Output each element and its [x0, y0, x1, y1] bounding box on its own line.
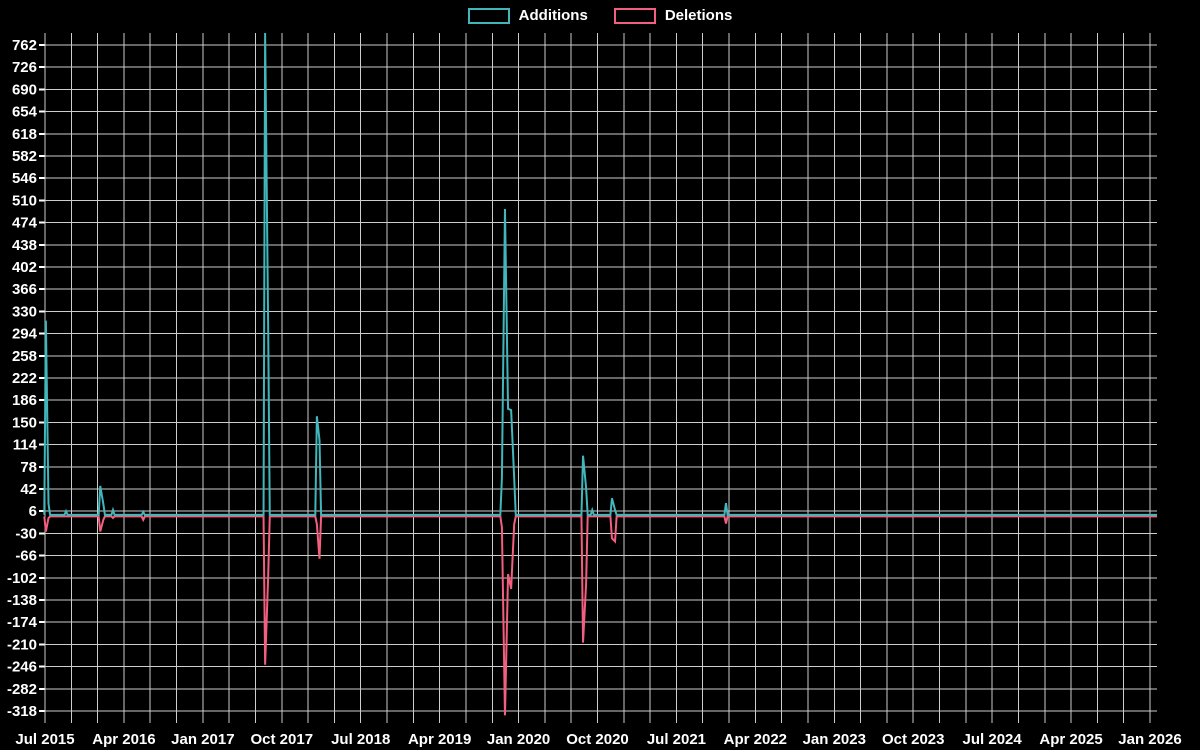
y-tick-label: 510	[12, 192, 37, 209]
y-tick-label: 330	[12, 303, 37, 320]
x-tick-label: Jan 2023	[803, 731, 866, 748]
x-tick-label: Oct 2020	[566, 731, 629, 748]
y-tick-label: -66	[15, 548, 37, 565]
y-tick-label: 42	[20, 481, 37, 498]
y-tick-label: -210	[7, 636, 37, 653]
deletions-legend-label: Deletions	[664, 7, 733, 24]
y-tick-label: 294	[12, 326, 38, 343]
y-tick-label: 654	[12, 104, 38, 121]
legend-item-deletions[interactable]: Deletions	[613, 7, 733, 24]
y-tick-label: -246	[7, 659, 37, 676]
y-tick-label: 726	[12, 59, 37, 76]
y-tick-label: -138	[7, 592, 37, 609]
additions-legend-label: Additions	[518, 7, 588, 24]
y-tick-label: 438	[12, 237, 37, 254]
y-tick-label: -318	[7, 703, 37, 720]
x-tick-label: Jul 2021	[647, 731, 706, 748]
y-tick-label: 114	[13, 437, 38, 454]
x-tick-label: Jul 2018	[331, 731, 390, 748]
x-tick-label: Jan 2020	[487, 731, 550, 748]
additions-line	[43, 32, 1157, 516]
y-tick-label: 690	[12, 81, 37, 98]
y-tick-label: 186	[12, 392, 37, 409]
x-tick-label: Jan 2026	[1118, 731, 1181, 748]
deletions-line	[43, 515, 1157, 716]
x-tick-label: Jul 2015	[15, 731, 74, 748]
y-tick-label: -102	[7, 570, 37, 587]
x-tick-label: Oct 2023	[882, 731, 945, 748]
x-tick-label: Apr 2025	[1039, 731, 1102, 748]
y-tick-label: 474	[12, 215, 38, 232]
x-tick-label: Oct 2017	[251, 731, 314, 748]
y-tick-label: -30	[15, 525, 37, 542]
y-tick-label: 258	[12, 348, 37, 365]
additions-swatch-icon	[467, 7, 510, 24]
x-tick-label: Jul 2024	[963, 731, 1023, 748]
y-tick-label: 366	[12, 281, 37, 298]
y-tick-label: -282	[7, 681, 37, 698]
deletions-swatch-icon	[613, 7, 656, 24]
y-tick-label: 582	[12, 148, 37, 165]
y-tick-label: 402	[12, 259, 37, 276]
y-tick-label: 78	[20, 459, 37, 476]
y-tick-label: 6	[29, 503, 37, 520]
y-tick-label: -174	[7, 614, 38, 631]
y-tick-label: 618	[12, 126, 37, 143]
y-tick-label: 762	[12, 37, 37, 54]
legend-item-additions[interactable]: Additions	[467, 7, 588, 24]
x-tick-label: Jan 2017	[171, 731, 234, 748]
y-tick-label: 222	[12, 370, 37, 387]
x-tick-label: Apr 2022	[724, 731, 787, 748]
chart-legend: Additions Deletions	[0, 7, 1200, 24]
x-tick-label: Apr 2019	[408, 731, 471, 748]
y-tick-label: 546	[12, 170, 37, 187]
x-tick-label: Apr 2016	[92, 731, 155, 748]
y-tick-label: 150	[12, 414, 37, 431]
